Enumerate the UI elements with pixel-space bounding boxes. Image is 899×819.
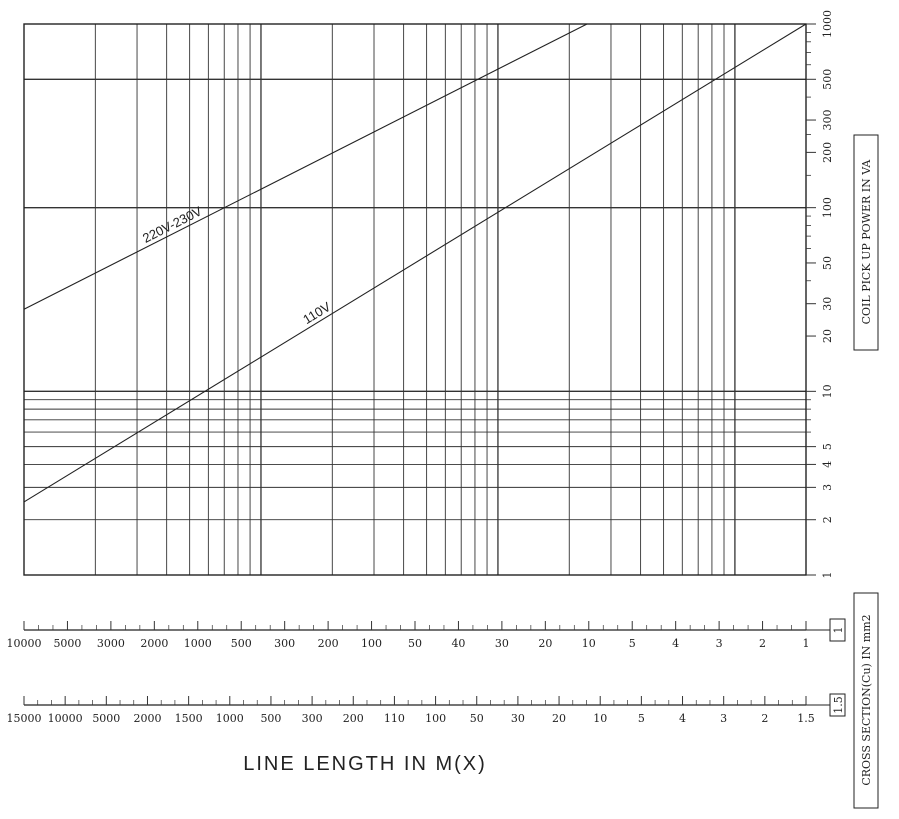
scale-tick-label: 100	[425, 712, 446, 725]
scale-tick-label: 10	[582, 637, 596, 650]
line-length-scales: 10000 5000 3000 2000 1000 500 300 200 100 50 40 30 2…	[7, 618, 846, 725]
scale-tick-label: 30	[511, 712, 525, 725]
ylabel-box	[853, 134, 879, 351]
scale-tick-label: 500	[260, 712, 281, 725]
y-tick-label: 4	[821, 461, 834, 468]
y-tick-label: 30	[821, 297, 834, 311]
scale-tick-label: 10	[593, 712, 607, 725]
scale-tick-label: 4	[679, 712, 686, 725]
scale-tick-label: 1.5	[797, 712, 815, 725]
y-axis-label: COIL PICK UP POWER IN VA	[860, 159, 873, 325]
scale-tick-label: 5	[629, 637, 636, 650]
plot-frame	[23, 23, 807, 576]
scale-tick-label: 50	[408, 637, 422, 650]
scale-tick-label: 300	[274, 637, 295, 650]
scale-tick-label: 5000	[92, 712, 120, 725]
y-tick-label: 3	[821, 484, 834, 491]
y-tick-label: 300	[821, 110, 834, 131]
y-axis-ticks: 1 2 3 4 5 10 20 30 50 100 200 300 500 1000	[806, 10, 834, 579]
series-line	[23, 23, 807, 503]
series-label: 220V-230V	[140, 203, 204, 246]
scale-tick-label: 40	[451, 637, 465, 650]
scale-tick-label: 20	[552, 712, 566, 725]
scale-tick-label: 500	[231, 637, 252, 650]
y-tick-label: 2	[821, 516, 834, 523]
x-axis-label: LINE LENGTH IN M(X)	[243, 753, 487, 775]
scale-tick-label: 3000	[97, 637, 125, 650]
section-label: 1.5	[832, 696, 845, 714]
scale-tick-label: 1	[803, 637, 810, 650]
cross-section-label: CROSS SECTION(Cu) IN mm2	[860, 614, 873, 785]
scale-tick-label: 50	[470, 712, 484, 725]
section-box	[829, 618, 846, 642]
y-tick-label: 100	[821, 197, 834, 218]
scale-tick-label: 2000	[133, 712, 161, 725]
scale-tick-label: 100	[361, 637, 382, 650]
y-tick-label: 1	[821, 572, 834, 579]
y-tick-label: 20	[821, 329, 834, 343]
scale-tick-label: 2	[761, 712, 768, 725]
scale-tick-label: 1500	[175, 712, 203, 725]
scale-tick-label: 200	[318, 637, 339, 650]
scale-tick-label: 1000	[216, 712, 244, 725]
scale-tick-label: 5000	[53, 637, 81, 650]
y-tick-label: 50	[821, 256, 834, 270]
scale-tick-label: 110	[384, 712, 405, 725]
scale-tick-label: 3	[716, 637, 723, 650]
cross-section-box	[853, 592, 879, 809]
scale-tick-label: 5	[638, 712, 645, 725]
y-tick-label: 200	[821, 142, 834, 163]
section-box	[829, 693, 846, 717]
section-label: 1	[832, 627, 845, 634]
y-tick-label: 5	[821, 443, 834, 450]
scale-tick-label: 300	[302, 712, 323, 725]
scale-tick-label: 15000	[7, 712, 42, 725]
series-line	[23, 23, 588, 310]
y-tick-label: 10	[821, 384, 834, 398]
scale-tick-label: 10000	[7, 637, 42, 650]
scale-tick-label: 3	[720, 712, 727, 725]
y-tick-label: 1000	[821, 10, 834, 38]
scale-tick-label: 2	[759, 637, 766, 650]
scale-tick-label: 4	[672, 637, 679, 650]
scale-tick-label: 10000	[48, 712, 83, 725]
scale-tick-label: 20	[538, 637, 552, 650]
y-tick-label: 500	[821, 69, 834, 90]
grid-lines	[24, 24, 806, 575]
scale-tick-label: 200	[343, 712, 364, 725]
scale-tick-label: 1000	[184, 637, 212, 650]
scale-tick-label: 30	[495, 637, 509, 650]
scale-tick-label: 2000	[140, 637, 168, 650]
